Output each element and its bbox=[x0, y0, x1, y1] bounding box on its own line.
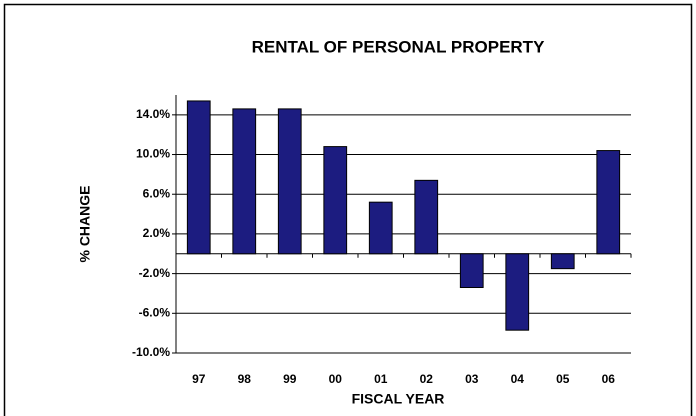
bar bbox=[459, 253, 484, 289]
bar bbox=[323, 146, 348, 255]
chart-border bbox=[3, 3, 693, 416]
bar bbox=[232, 108, 257, 255]
x-tick-label: 99 bbox=[283, 372, 297, 386]
bar bbox=[596, 150, 621, 255]
x-tick-label: 98 bbox=[238, 372, 252, 386]
x-tick-label: 06 bbox=[602, 372, 616, 386]
y-tick-label: 6.0% bbox=[143, 186, 171, 200]
y-tick-label: 2.0% bbox=[143, 226, 171, 240]
x-tick-label: 05 bbox=[556, 372, 570, 386]
y-tick-label: 14.0% bbox=[136, 107, 170, 121]
bar bbox=[277, 108, 302, 255]
x-tick-label: 02 bbox=[420, 372, 434, 386]
x-tick-label: 00 bbox=[329, 372, 343, 386]
y-tick-label: -6.0% bbox=[139, 305, 171, 319]
x-axis-label: FISCAL YEAR bbox=[352, 391, 445, 407]
y-tick-label: 10.0% bbox=[136, 147, 170, 161]
x-tick-label: 01 bbox=[374, 372, 388, 386]
bar bbox=[550, 253, 575, 270]
x-tick-label: 03 bbox=[465, 372, 479, 386]
y-tick-label: -10.0% bbox=[132, 345, 170, 359]
bar bbox=[368, 201, 393, 255]
x-tick-label: 97 bbox=[192, 372, 206, 386]
chart-title: RENTAL OF PERSONAL PROPERTY bbox=[252, 37, 545, 56]
y-tick-label: -2.0% bbox=[139, 266, 171, 280]
bar bbox=[414, 179, 439, 255]
bar bbox=[186, 100, 211, 255]
x-tick-label: 04 bbox=[511, 372, 525, 386]
bar bbox=[505, 253, 530, 331]
y-axis-label: % CHANGE bbox=[77, 185, 93, 262]
